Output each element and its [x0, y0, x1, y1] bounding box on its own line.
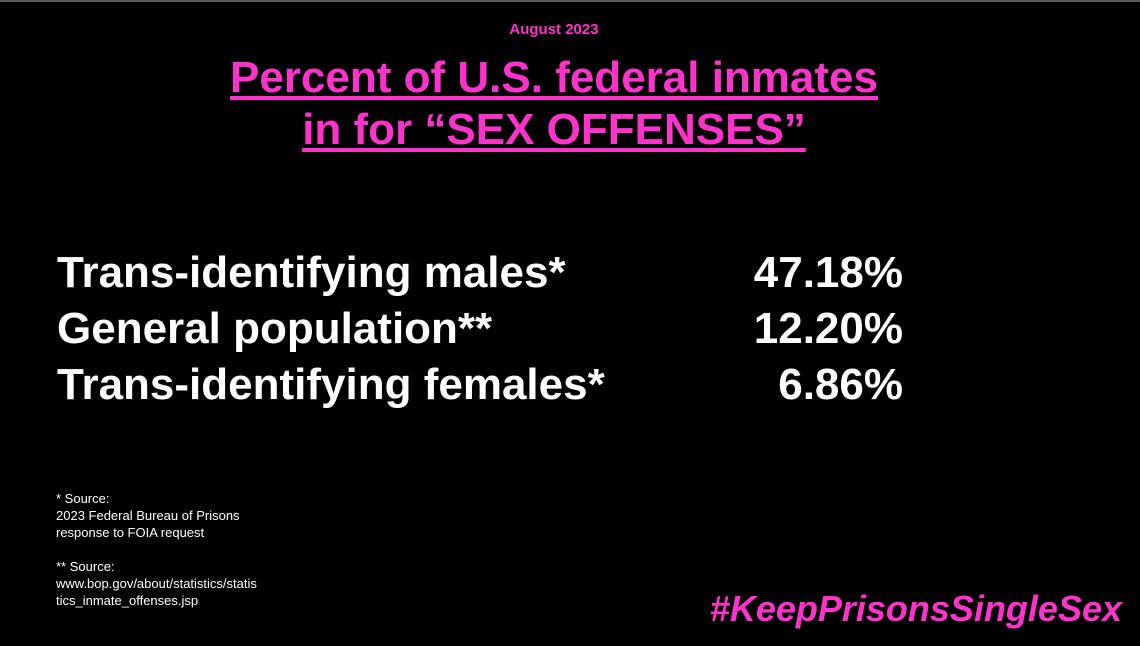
stat-label: General population** [57, 304, 493, 353]
source-spacer [56, 541, 296, 558]
stat-label: Trans-identifying females* [57, 360, 605, 409]
stat-row-trans-males: Trans-identifying males* 47.18% [57, 245, 907, 301]
title-line-2: in for “SEX OFFENSES” [302, 105, 806, 154]
source-2-heading: ** Source: [56, 559, 115, 574]
source-1-line-2: response to FOIA request [56, 525, 205, 540]
hashtag: #KeepPrisonsSingleSex [709, 588, 1122, 629]
stat-value: 47.18% [753, 248, 903, 297]
source-1-heading: * Source: [56, 491, 110, 506]
source-2-line-1: www.bop.gov/about/statistics/statis [56, 576, 257, 591]
stat-label: Trans-identifying males* [57, 248, 566, 297]
date-label: August 2023 [509, 21, 599, 38]
stat-value: 6.86% [778, 360, 903, 409]
stat-value: 12.20% [753, 304, 903, 353]
stat-row-trans-females: Trans-identifying females* 6.86% [57, 357, 907, 413]
stat-row-general-population: General population** 12.20% [57, 301, 907, 357]
stats-list: Trans-identifying males* 47.18% General … [57, 245, 907, 413]
title-line-1: Percent of U.S. federal inmates [230, 53, 878, 102]
sources-footnote: * Source: 2023 Federal Bureau of Prisons… [56, 490, 296, 609]
slide-title: Percent of U.S. federal inmates in for “… [0, 52, 1108, 156]
source-2-line-2: tics_inmate_offenses.jsp [56, 593, 199, 608]
source-1-line-1: 2023 Federal Bureau of Prisons [56, 508, 240, 523]
